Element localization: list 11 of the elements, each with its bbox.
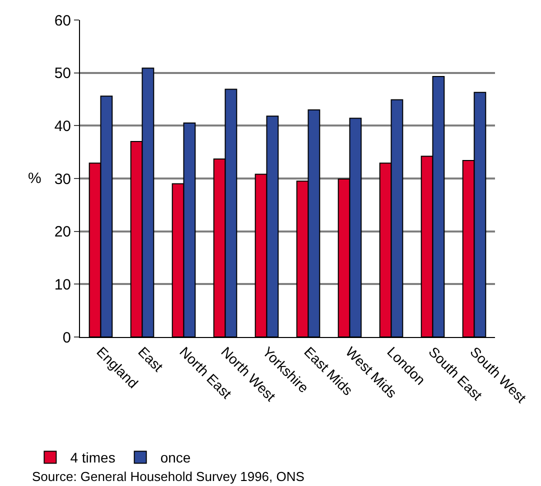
legend-label: once: [160, 450, 191, 466]
y-tick-label: 50: [54, 65, 71, 82]
y-tick-label: 30: [54, 170, 71, 188]
y-tick-label: 40: [54, 118, 71, 135]
y-tick-label: 20: [54, 224, 71, 241]
y-tick-label: 60: [54, 12, 71, 30]
legend-label: 4 times: [70, 450, 116, 466]
y-tick-label: 10: [54, 276, 71, 294]
y-axis-title: %: [28, 170, 42, 187]
y-tick-label: 0: [62, 329, 71, 346]
source-note: Source: General Household Survey 1996, ONS: [32, 469, 305, 484]
